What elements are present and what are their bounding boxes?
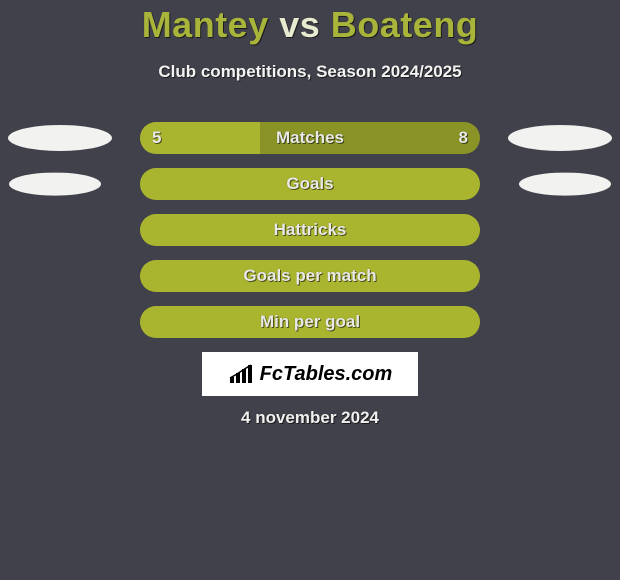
ellipse-right bbox=[519, 173, 611, 196]
ellipse-left bbox=[8, 125, 112, 151]
page-title: Mantey vs Boateng bbox=[0, 4, 620, 46]
title-player1: Mantey bbox=[142, 4, 269, 45]
title-player2: Boateng bbox=[331, 4, 479, 45]
stat-row: 58Matches bbox=[0, 122, 620, 154]
stat-label: Min per goal bbox=[140, 312, 480, 332]
stat-label: Goals per match bbox=[140, 266, 480, 286]
logo-text: FcTables.com bbox=[260, 363, 393, 386]
logo-box: FcTables.com bbox=[202, 352, 418, 396]
stat-row: Min per goal bbox=[0, 306, 620, 338]
stat-label: Matches bbox=[140, 128, 480, 148]
stat-bar: Goals per match bbox=[140, 260, 480, 292]
barchart-icon bbox=[228, 363, 254, 385]
stat-row: Goals bbox=[0, 168, 620, 200]
ellipse-left bbox=[9, 173, 101, 196]
title-vs: vs bbox=[279, 4, 320, 45]
date-text: 4 november 2024 bbox=[0, 408, 620, 428]
stat-bar: Min per goal bbox=[140, 306, 480, 338]
stat-rows: 58Matches Goals Hattricks Goals per match Mi… bbox=[0, 122, 620, 352]
infographic-canvas: Mantey vs Boateng Club competitions, Sea… bbox=[0, 0, 620, 580]
ellipse-right bbox=[508, 125, 612, 151]
stat-row: Goals per match bbox=[0, 260, 620, 292]
subtitle: Club competitions, Season 2024/2025 bbox=[0, 62, 620, 82]
stat-bar: Goals bbox=[140, 168, 480, 200]
stat-label: Hattricks bbox=[140, 220, 480, 240]
stat-bar: Hattricks bbox=[140, 214, 480, 246]
stat-row: Hattricks bbox=[0, 214, 620, 246]
stat-label: Goals bbox=[140, 174, 480, 194]
stat-bar: 58Matches bbox=[140, 122, 480, 154]
